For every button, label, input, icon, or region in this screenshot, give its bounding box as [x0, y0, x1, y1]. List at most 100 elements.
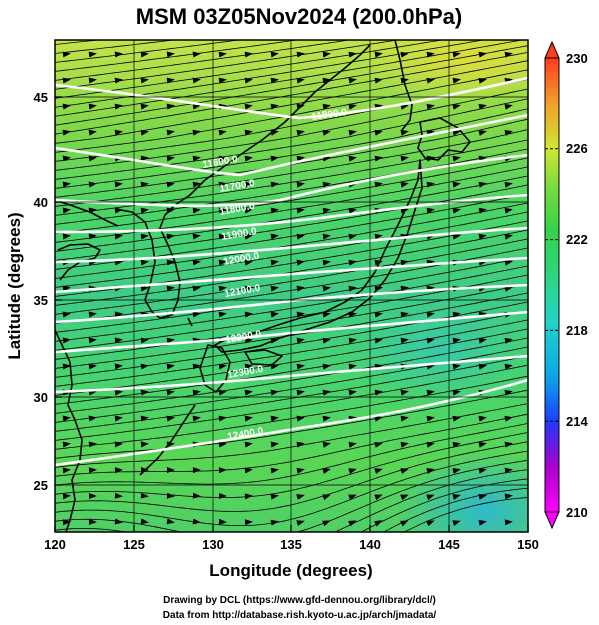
wind-arrow — [452, 311, 461, 318]
wind-arrow — [348, 259, 357, 266]
x-tick-label: 145 — [438, 537, 460, 552]
coast-hokkaido — [417, 117, 471, 161]
wind-arrow — [88, 441, 97, 448]
wind-arrow — [374, 129, 383, 136]
wind-arrow — [296, 233, 305, 240]
wind-arrow — [400, 337, 409, 344]
y-axis-label: Latitude (degrees) — [5, 212, 24, 359]
wind-arrow — [140, 207, 149, 214]
colorbar-label: 230 — [566, 51, 588, 66]
coast-china-east — [55, 329, 83, 532]
wind-arrow — [62, 207, 71, 214]
wind-arrow — [192, 233, 201, 240]
wind-arrow — [374, 181, 383, 188]
wind-arrow — [270, 77, 279, 84]
wind-arrow — [166, 518, 175, 525]
wind-arrow — [452, 51, 461, 58]
wind-arrow — [62, 129, 71, 136]
wind-arrow — [426, 389, 435, 396]
wind-arrow — [452, 494, 461, 500]
wind-arrow — [166, 233, 175, 240]
streamline — [55, 175, 528, 252]
wind-arrow — [270, 259, 279, 266]
wind-arrow — [296, 520, 305, 527]
streamline — [55, 413, 528, 477]
wind-arrow — [322, 311, 331, 318]
contour-line-8 — [55, 310, 528, 354]
x-tick-label: 150 — [517, 537, 539, 552]
wind-arrow — [426, 207, 435, 214]
wind-arrow — [322, 389, 331, 396]
streamline — [55, 184, 528, 261]
wind-arrow — [192, 389, 201, 396]
wind-arrow — [218, 518, 227, 525]
wind-arrow — [426, 468, 435, 474]
wind-arrow — [114, 492, 123, 499]
wind-arrow — [62, 441, 71, 448]
wind-arrow — [374, 77, 383, 84]
wind-arrow — [140, 155, 149, 162]
wind-arrow — [296, 51, 305, 58]
wind-arrow — [504, 207, 513, 214]
wind-arrow — [322, 181, 331, 188]
wind-arrow — [322, 520, 331, 527]
wind-arrow — [504, 363, 513, 370]
wind-arrow — [270, 207, 279, 214]
wind-arrow — [88, 467, 97, 474]
wind-arrow — [400, 129, 409, 136]
wind-arrow — [452, 103, 461, 110]
wind-arrow — [270, 441, 279, 448]
wind-arrow — [322, 415, 331, 422]
streamline — [55, 364, 528, 441]
wind-arrow — [218, 129, 227, 136]
wind-arrow — [478, 337, 487, 344]
wind-arrow — [140, 441, 149, 448]
wind-arrow — [478, 51, 487, 58]
wind-arrow — [348, 233, 357, 240]
wind-arrow — [244, 441, 253, 448]
wind-arrow — [192, 181, 201, 188]
colorbar-label: 210 — [566, 505, 588, 520]
wind-arrow — [504, 415, 513, 422]
wind-arrow — [374, 520, 383, 527]
wind-arrow — [400, 51, 409, 58]
colorbar-label: 218 — [566, 323, 588, 338]
wind-arrow — [192, 285, 201, 292]
x-tick-label: 120 — [44, 537, 66, 552]
wind-arrow — [244, 337, 253, 344]
wind-arrow — [218, 259, 227, 266]
wind-arrow — [452, 77, 461, 84]
x-tick-label: 125 — [123, 537, 145, 552]
y-tick-label: 30 — [34, 390, 48, 405]
streamline — [55, 337, 528, 414]
wind-arrow — [166, 51, 175, 58]
colorbar-max-arrow — [544, 40, 560, 59]
wind-arrow — [192, 467, 201, 474]
credit-drawing: Drawing by DCL (https://www.gfd-dennou.o… — [163, 595, 436, 606]
wind-arrow — [192, 518, 201, 525]
wind-arrow — [322, 77, 331, 84]
wind-arrow — [348, 129, 357, 136]
streamline — [55, 40, 177, 54]
x-tick-label: 140 — [359, 537, 381, 552]
y-tick-label: 35 — [34, 293, 48, 308]
wind-arrow — [296, 441, 305, 448]
wind-arrow — [166, 259, 175, 266]
streamline — [55, 450, 528, 527]
wind-arrow — [218, 155, 227, 162]
wind-arrow — [88, 311, 97, 318]
wind-arrow — [374, 468, 383, 475]
wind-arrow — [114, 467, 123, 474]
wind-arrow — [192, 311, 201, 318]
wind-arrow — [452, 129, 461, 136]
wind-arrow — [400, 415, 409, 422]
wind-arrow — [62, 233, 71, 240]
wind-arrow — [322, 233, 331, 240]
wind-arrow — [478, 415, 487, 422]
coast-tsushima — [187, 317, 193, 327]
streamline — [55, 389, 528, 459]
wind-arrow — [322, 207, 331, 214]
colorbar-label: 222 — [566, 232, 588, 247]
wind-arrow — [400, 389, 409, 396]
wind-arrow — [374, 51, 383, 58]
